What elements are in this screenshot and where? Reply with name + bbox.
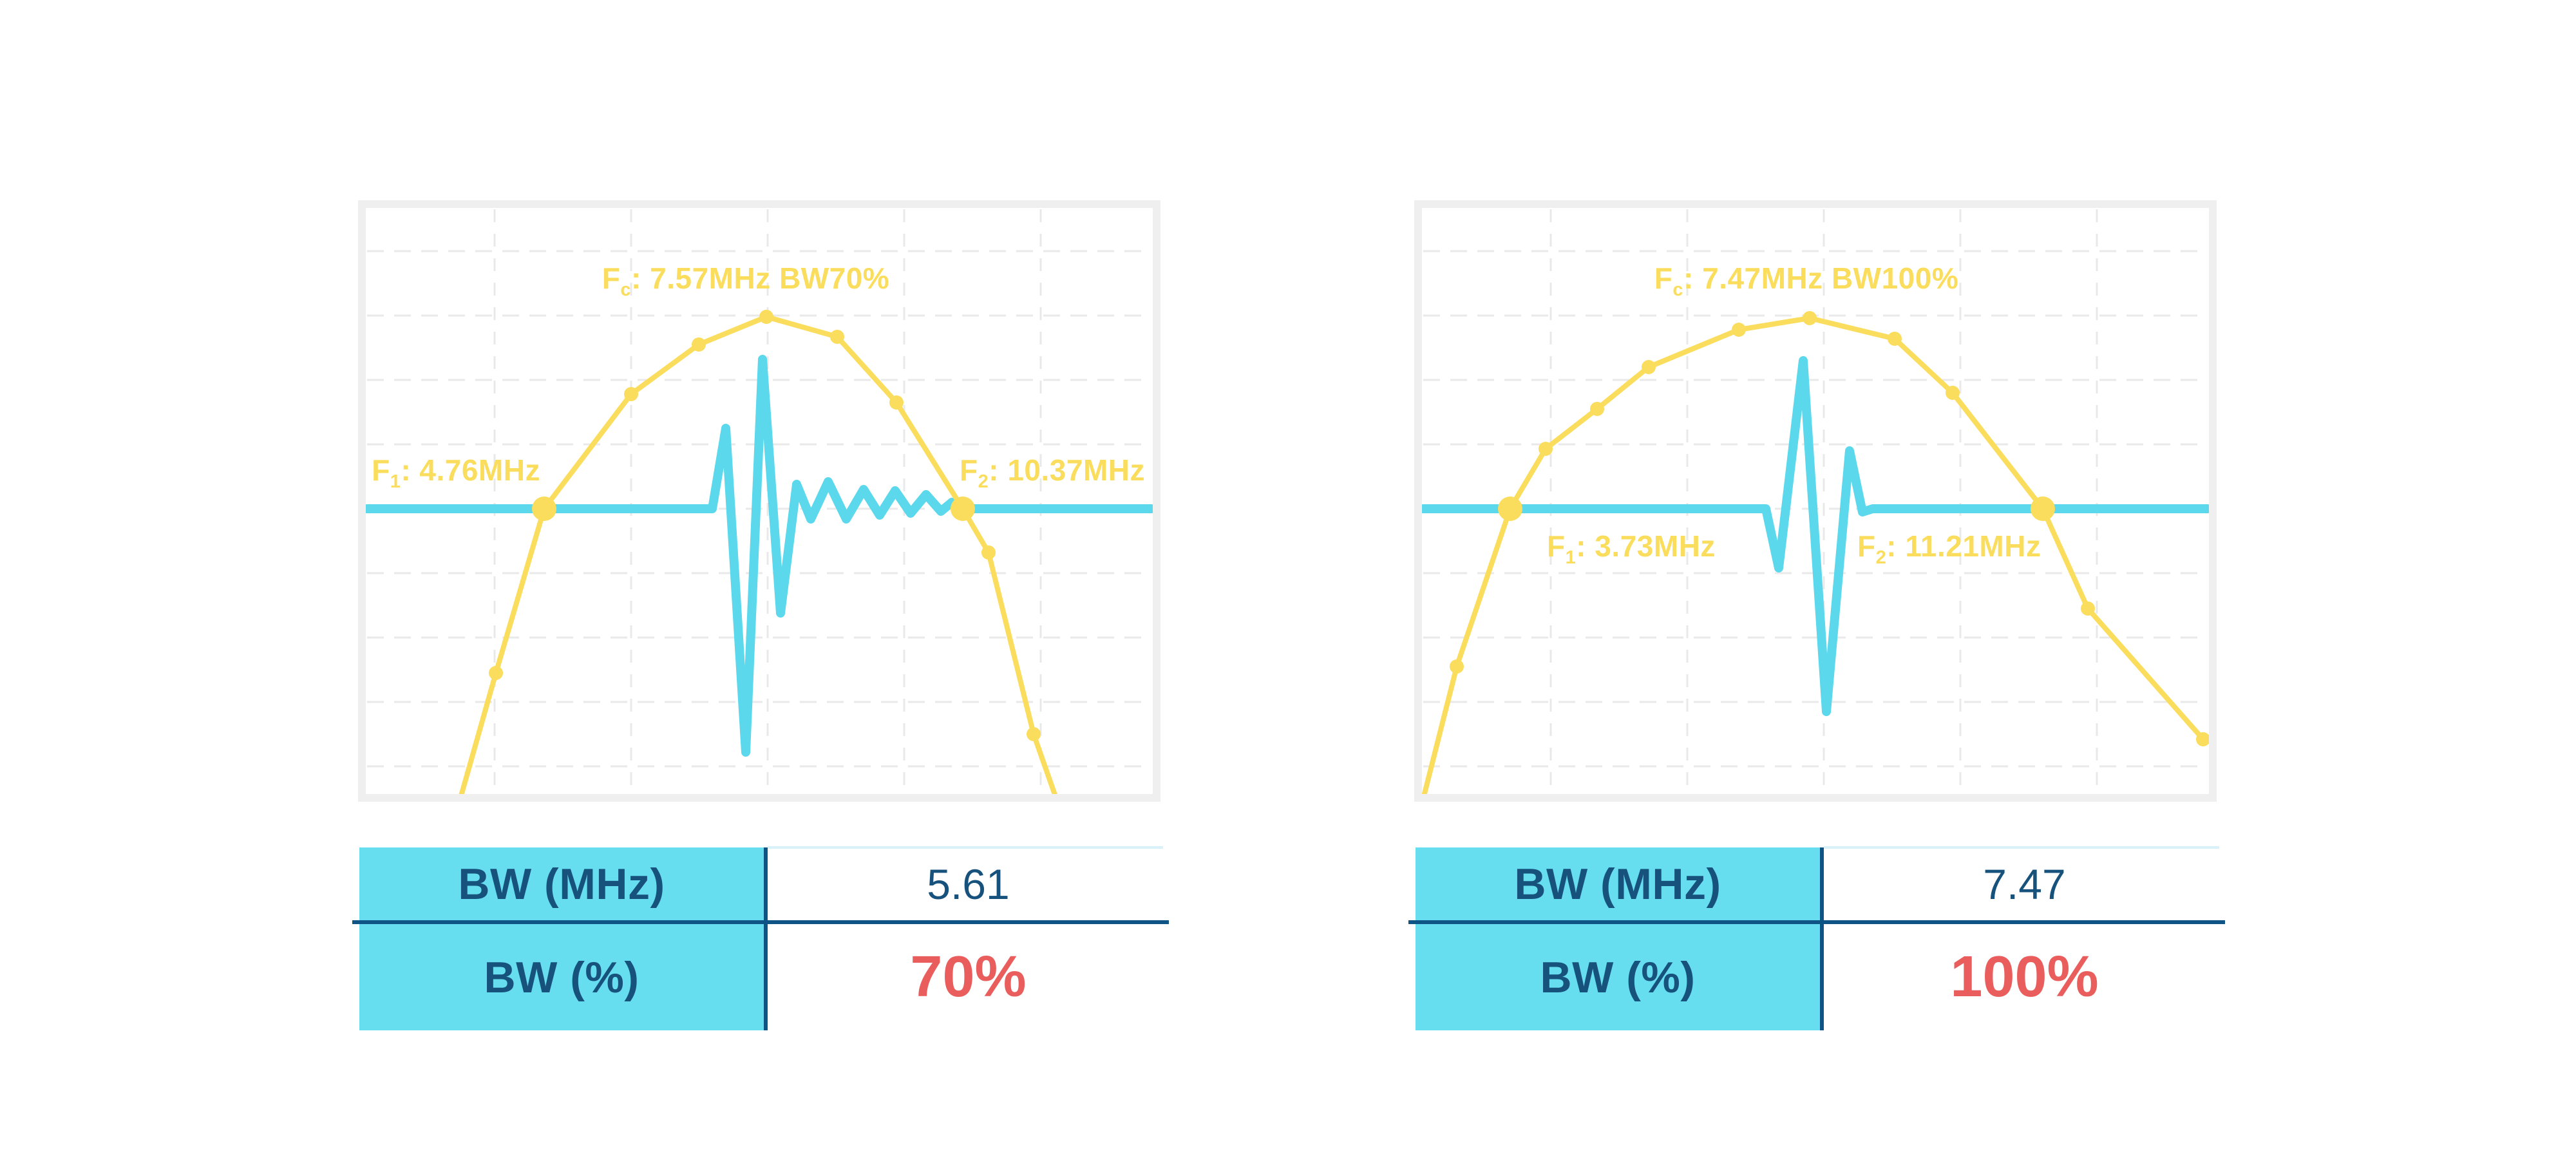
bw-mhz-label: BW (MHz)	[1514, 859, 1721, 909]
spectrum-marker	[830, 330, 844, 344]
f-subscript: c	[1672, 279, 1684, 300]
center-frequency-label: Fc: 7.57MHz BW70%	[602, 263, 889, 299]
bandwidth-crossing-marker	[2031, 497, 2055, 521]
column-divider	[1820, 847, 1824, 1030]
bandwidth-crossing-marker	[1498, 497, 1522, 521]
center-frequency-label: Fc: 7.47MHz BW100%	[1654, 263, 1958, 299]
table-row-value: 5.61	[768, 847, 1169, 920]
f2-label: F2: 11.21MHz	[1857, 531, 2041, 567]
f-value-text: : 4.76MHz	[401, 453, 540, 487]
spectrum-marker	[1946, 386, 1960, 400]
spectrum-marker	[1027, 727, 1041, 741]
spectrum-marker	[1642, 360, 1656, 374]
f-symbol: F	[1547, 529, 1566, 563]
chart-panel-bw100: Fc: 7.47MHz BW100% F1: 3.73MHz F2: 11.21…	[1414, 200, 2217, 802]
f1-label: F1: 3.73MHz	[1547, 531, 1716, 567]
f-subscript: 2	[1875, 547, 1887, 568]
spectrum-marker	[1888, 332, 1902, 346]
f-value-text: : 7.57MHz BW70%	[631, 261, 890, 295]
spectrum-marker	[759, 310, 773, 324]
spectrum-marker	[981, 545, 996, 560]
f-subscript: c	[620, 279, 632, 300]
bw-mhz-label: BW (MHz)	[458, 859, 665, 909]
value-column-top-border	[768, 846, 1163, 849]
f-symbol: F	[1654, 261, 1673, 295]
bw-percent-value: 100%	[1950, 945, 2099, 1009]
row-divider	[1408, 920, 2225, 924]
pulse-waveform	[1422, 356, 2209, 716]
spectrum-marker	[1803, 311, 1817, 325]
f-value-text: : 7.47MHz BW100%	[1683, 261, 1959, 295]
spectrum-marker	[889, 395, 904, 410]
bw-percent-label: BW (%)	[484, 952, 639, 1002]
f-subscript: 1	[390, 471, 401, 492]
table-row-label: BW (%)	[1416, 924, 1820, 1030]
f1-label: F1: 4.76MHz	[372, 455, 540, 491]
spectrum-curve	[459, 314, 1057, 794]
table-header-column	[1416, 847, 1820, 1030]
f-value-text: : 10.37MHz	[989, 453, 1145, 487]
table-row-value: 100%	[1824, 924, 2225, 1030]
spectrum-marker	[2196, 732, 2209, 746]
row-divider	[352, 920, 1169, 924]
f-symbol: F	[372, 453, 390, 487]
table-row-label: BW (MHz)	[1416, 847, 1820, 920]
spectrum-marker	[2081, 601, 2095, 616]
chart-panel-bw70: Fc: 7.57MHz BW70% F1: 4.76MHz F2: 10.37M…	[358, 200, 1160, 802]
spectrum-pulse-plot	[366, 209, 1153, 794]
spectrum-marker	[1732, 323, 1746, 337]
spectrum-marker	[1590, 402, 1604, 416]
spectrum-marker	[1450, 659, 1464, 674]
bandwidth-table-bw70: BW (MHz) 5.61 BW (%) 70%	[352, 846, 1169, 1034]
bandwidth-table-bw100: BW (MHz) 7.47 BW (%) 100%	[1408, 846, 2225, 1034]
f-subscript: 2	[978, 471, 989, 492]
bw-mhz-value: 5.61	[927, 860, 1010, 908]
spectrum-pulse-plot	[1422, 209, 2209, 794]
bw-mhz-value: 7.47	[1983, 860, 2066, 908]
f2-label: F2: 10.37MHz	[960, 455, 1145, 491]
spectrum-marker	[1539, 442, 1553, 456]
table-row-value: 70%	[768, 924, 1169, 1030]
f-symbol: F	[960, 453, 978, 487]
f-subscript: 1	[1565, 547, 1577, 568]
f-value-text: : 3.73MHz	[1576, 529, 1716, 563]
table-row-label: BW (MHz)	[359, 847, 764, 920]
f-symbol: F	[601, 261, 621, 295]
f-symbol: F	[1857, 529, 1876, 563]
spectrum-marker	[624, 387, 638, 401]
table-row-value: 7.47	[1824, 847, 2225, 920]
pulse-waveform	[366, 355, 1153, 757]
f-value-text: : 11.21MHz	[1886, 529, 2041, 563]
spectrum-marker	[489, 666, 503, 680]
bandwidth-crossing-marker	[532, 497, 556, 521]
table-header-column	[359, 847, 764, 1030]
bandwidth-crossing-marker	[951, 497, 975, 521]
value-column-top-border	[1824, 846, 2219, 849]
spectrum-marker	[692, 337, 706, 352]
table-row-label: BW (%)	[359, 924, 764, 1030]
bw-percent-value: 70%	[910, 945, 1027, 1009]
column-divider	[764, 847, 768, 1030]
bw-percent-label: BW (%)	[1540, 952, 1696, 1002]
